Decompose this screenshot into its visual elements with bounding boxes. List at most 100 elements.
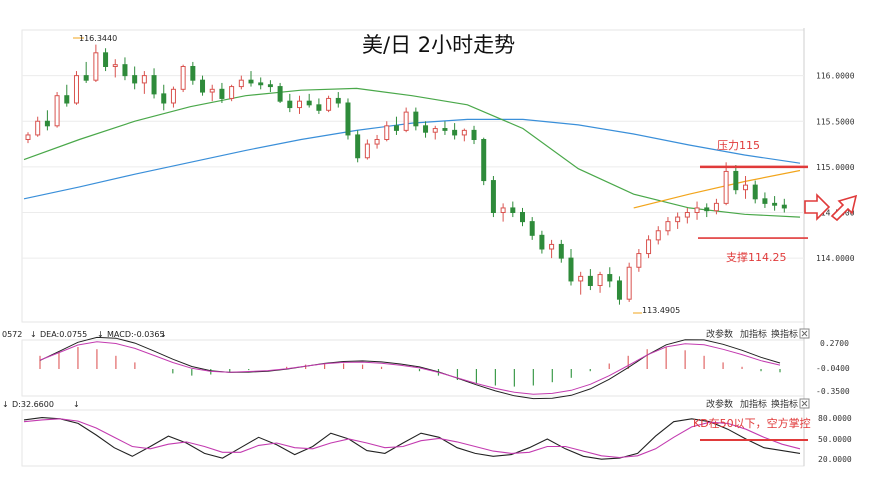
kd-legend-d: D:32.6600 xyxy=(12,400,54,409)
candle-body xyxy=(306,100,312,106)
price-tick-label: 114.0000 xyxy=(816,254,855,263)
macd-histogram xyxy=(39,336,781,400)
candle-body xyxy=(267,84,273,88)
price-tick-label: 115.0000 xyxy=(816,163,855,172)
candle-body xyxy=(316,104,322,111)
candle-body xyxy=(54,95,60,127)
candle-body xyxy=(597,274,603,286)
candle-body xyxy=(626,266,632,300)
macd-dif-line xyxy=(39,336,781,400)
kd-btn-add[interactable]: 加指标 xyxy=(740,398,767,410)
candle-body xyxy=(704,207,710,212)
candle-body xyxy=(229,86,235,99)
macd-tick-2: -0.0400 xyxy=(816,364,850,373)
candle-body xyxy=(713,202,719,212)
candle-body xyxy=(694,207,700,213)
candle-body xyxy=(452,129,458,136)
candle-body xyxy=(616,280,622,300)
macd-dea-line xyxy=(39,341,781,395)
candle-body xyxy=(684,212,690,218)
price-tick-label: 116.0000 xyxy=(816,72,855,81)
high-label: 116.3440 xyxy=(79,34,117,43)
price-tick-label: 115.5000 xyxy=(816,117,855,126)
chart-title: 美/日 2小时走势 xyxy=(362,33,515,57)
candle-body xyxy=(277,86,283,102)
kd-close-icon[interactable] xyxy=(799,398,810,409)
macd-panel xyxy=(21,339,805,397)
macd-tick-3: -0.3500 xyxy=(816,387,850,396)
macd-close-icon[interactable] xyxy=(799,328,810,339)
candle-body xyxy=(529,221,535,236)
candle-body xyxy=(35,120,41,136)
candle-body xyxy=(112,64,118,68)
candle-body xyxy=(471,129,477,140)
candle-body xyxy=(73,75,79,104)
macd-legend-2: DEA:0.0755 xyxy=(40,330,87,339)
candle-body xyxy=(64,95,70,104)
candle-body xyxy=(374,139,380,145)
candle-body xyxy=(93,52,99,81)
kd-legend-down-icon-2: ↓ xyxy=(73,400,80,409)
resistance-label: 压力115 xyxy=(717,139,760,152)
kd-btn-switch[interactable]: 换指标 xyxy=(771,398,798,410)
candle-body xyxy=(180,66,186,90)
candle-body xyxy=(209,88,215,93)
ma-line-MA-orange xyxy=(633,169,801,209)
candle-body xyxy=(248,79,254,84)
ma-line-MA-blue xyxy=(23,118,801,200)
kd-btn-params[interactable]: 改参数 xyxy=(706,398,733,410)
arrow-down-right-icon xyxy=(804,193,831,221)
candle-body xyxy=(539,234,545,250)
candle-body xyxy=(549,243,555,250)
candle-body xyxy=(103,52,109,67)
kd-d-line xyxy=(23,418,801,459)
candle-body xyxy=(122,64,128,77)
candle-body xyxy=(490,180,496,213)
candle-body xyxy=(587,275,593,286)
candle-body xyxy=(665,221,671,232)
kd-tick-3: 20.0000 xyxy=(818,455,852,464)
ma-line-MA-green xyxy=(23,87,801,218)
candle-body xyxy=(461,129,467,136)
macd-legend-down-icon: ↓ xyxy=(30,330,37,339)
candle-body xyxy=(335,97,341,104)
candle-body xyxy=(743,184,749,191)
candle-body xyxy=(141,75,147,84)
candle-body xyxy=(326,97,332,111)
macd-btn-add[interactable]: 加指标 xyxy=(740,328,767,340)
candle-body xyxy=(655,230,661,241)
support-label: 支撑114.25 xyxy=(726,250,787,264)
candle-body xyxy=(403,111,409,131)
candle-body xyxy=(481,139,487,182)
candlesticks xyxy=(25,44,787,305)
candle-body xyxy=(733,170,739,191)
candle-body xyxy=(44,120,50,127)
kd-lines xyxy=(23,417,801,460)
macd-legend-down-icon-3: ↓ xyxy=(160,330,167,339)
candle-body xyxy=(646,239,652,255)
candle-body xyxy=(287,100,293,109)
candle-body xyxy=(238,79,244,88)
candle-body xyxy=(25,134,31,140)
candle-body xyxy=(219,88,225,99)
candle-body xyxy=(500,207,506,213)
price-panel xyxy=(21,29,805,323)
candle-body xyxy=(558,243,564,259)
kd-note: KD在50以下，空方掌控 xyxy=(693,416,811,430)
moving-average-lines xyxy=(23,87,801,218)
candle-body xyxy=(432,128,438,133)
kd-tick-1: 80.0000 xyxy=(818,414,852,423)
macd-legend-1: 0572 xyxy=(2,330,22,339)
macd-tick-1: 0.2700 xyxy=(820,339,849,348)
candle-body xyxy=(423,125,429,133)
macd-btn-params[interactable]: 改参数 xyxy=(706,328,733,340)
candle-body xyxy=(413,111,419,127)
candle-body xyxy=(393,125,399,131)
macd-btn-switch[interactable]: 换指标 xyxy=(771,328,798,340)
macd-legend-3: MACD:-0.0365 xyxy=(107,330,165,339)
candle-body xyxy=(200,79,206,93)
candle-body xyxy=(781,204,787,209)
candle-body xyxy=(510,207,516,213)
candle-body xyxy=(190,66,196,81)
